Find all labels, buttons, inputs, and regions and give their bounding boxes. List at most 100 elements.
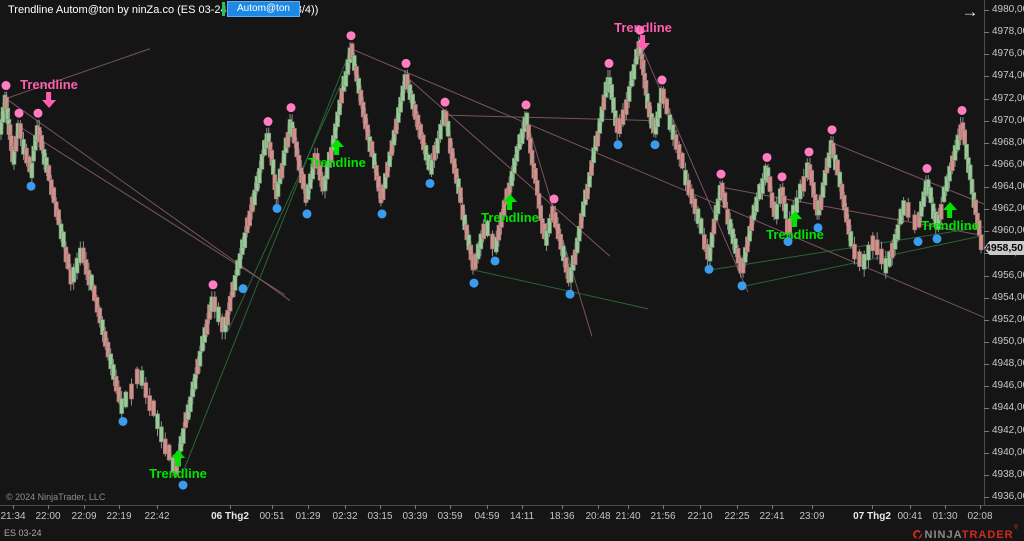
renko-bar-down [24, 147, 29, 164]
renko-bar-up [561, 245, 566, 262]
price-tick [984, 319, 989, 321]
renko-bar-up [237, 253, 243, 269]
price-tick-label: 4946,00 [992, 380, 1024, 392]
price-tick-label: 4936,00 [992, 490, 1024, 502]
renko-bar-down [301, 173, 306, 190]
time-tick [700, 505, 701, 509]
time-tick [380, 505, 381, 509]
renko-bar-down [686, 179, 691, 196]
price-tick-label: 4976,00 [992, 48, 1024, 60]
time-tick-label: 06 Thg2 [211, 511, 249, 522]
renko-bar-up [519, 128, 525, 144]
renko-bar-down [905, 202, 911, 218]
price-tick [984, 120, 989, 122]
time-tick-label: 14:11 [509, 511, 535, 522]
time-tick-label: 18:36 [549, 511, 575, 522]
renko-bar-up [423, 145, 429, 161]
renko-bar-down [317, 165, 323, 181]
renko-bar-up [901, 200, 906, 216]
series-tab-label[interactable]: ES 03-24 [4, 528, 42, 538]
swing-low-dot [913, 237, 923, 247]
renko-bar-up [181, 428, 186, 444]
swing-high-dot [1, 81, 11, 91]
renko-bar-up [898, 208, 904, 225]
price-tick [984, 164, 989, 166]
swing-high-dot [957, 105, 967, 115]
price-axis-line[interactable] [984, 0, 985, 505]
price-tick-label: 4970,00 [992, 114, 1024, 126]
renko-bar-up [509, 170, 515, 187]
renko-bar-up [936, 214, 941, 230]
renko-bar-up [683, 169, 688, 186]
time-axis-line[interactable] [0, 505, 1024, 506]
automaton-button[interactable]: Autom@ton [227, 1, 300, 17]
renko-bar-up [155, 413, 160, 430]
resistance-trendline [5, 98, 291, 301]
renko-bar-up [108, 353, 113, 370]
renko-bar-down [499, 212, 504, 228]
swing-low-dot [783, 237, 793, 247]
time-tick [737, 505, 738, 509]
brand-text-trader: TRADER [961, 529, 1014, 541]
renko-bar-up [410, 93, 415, 110]
renko-bar-up [119, 398, 124, 414]
price-tick [984, 253, 989, 255]
price-tick [984, 209, 989, 211]
swing-low-dot [737, 281, 747, 291]
time-tick-label: 03:59 [437, 511, 463, 522]
time-tick-label: 00:51 [259, 511, 285, 522]
renko-bar-up [100, 319, 105, 336]
brand-registered-mark: ® [1013, 525, 1018, 531]
swing-low-dot [377, 209, 387, 219]
price-tick [984, 408, 989, 410]
last-price-badge: 4958,50 [984, 241, 1024, 255]
renko-bar-down [421, 134, 426, 151]
price-tick-label: 4962,00 [992, 203, 1024, 215]
swing-high-dot [208, 280, 218, 290]
ninjatrader-brand: NINJATRADER® [912, 525, 1018, 541]
renko-bar-down [225, 309, 230, 326]
renko-bar-up [232, 275, 238, 291]
price-tick [984, 231, 989, 233]
price-tick [984, 297, 989, 299]
renko-bar-down [711, 218, 717, 235]
resistance-trendline [720, 186, 984, 237]
renko-bar-down [624, 99, 629, 115]
renko-bar-up [188, 396, 193, 413]
price-tick [984, 496, 989, 498]
swing-high-dot [549, 194, 559, 204]
time-tick [522, 505, 523, 509]
time-tick-label: 01:29 [295, 511, 321, 522]
renko-bar-up [407, 84, 413, 100]
trend-lines-layer [5, 43, 984, 473]
renko-bar-down [46, 165, 52, 181]
price-tick-label: 4966,00 [992, 158, 1024, 170]
renko-bar-up [848, 231, 854, 247]
time-tick [48, 505, 49, 509]
renko-bar-down [116, 386, 122, 403]
price-tick-label: 4944,00 [992, 402, 1024, 414]
price-tick-label: 4964,00 [992, 181, 1024, 193]
swing-high-dot [777, 172, 787, 182]
renko-bar-down [661, 88, 666, 105]
price-tick [984, 54, 989, 56]
renko-bar-down [620, 109, 626, 125]
time-tick-label: 22:42 [144, 511, 170, 522]
swing-high-dot [33, 108, 43, 118]
renko-bar-down [292, 128, 297, 144]
swing-high-dot [263, 117, 273, 127]
renko-bar-down [18, 123, 23, 139]
brand-text-ninja: NINJA [924, 529, 962, 541]
time-tick-label: 22:19 [106, 511, 132, 522]
time-tick [345, 505, 346, 509]
go-to-latest-arrow-icon[interactable]: → [961, 2, 979, 21]
swing-high-dot [762, 152, 772, 162]
time-tick [230, 505, 231, 509]
renko-bar-up [733, 238, 738, 254]
swing-high-dot [657, 75, 667, 85]
renko-bar-up [707, 245, 713, 262]
renko-bar-up [252, 189, 257, 206]
renko-bar-down [722, 192, 728, 208]
